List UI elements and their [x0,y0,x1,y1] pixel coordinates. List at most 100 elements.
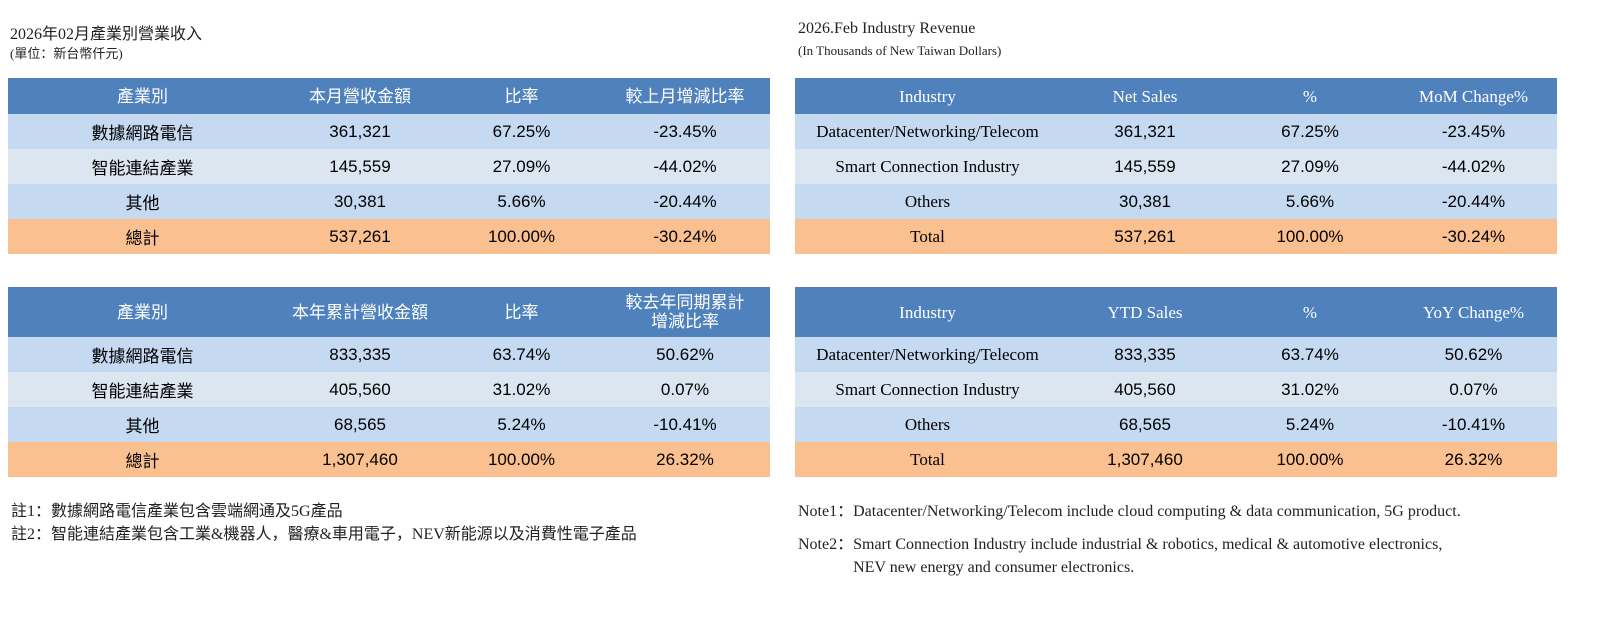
value-cell: -23.45% [600,114,770,149]
value-cell: 0.07% [600,372,770,407]
data-row: 其他 30,381 5.66% -20.44% [8,184,770,219]
note-label: Note1： [798,503,854,520]
value-cell: 100.00% [1230,442,1390,477]
note: 註1： 數據網路電信產業包含雲端網通及5G產品 [11,500,343,523]
data-row: Datacenter/Networking/Telecom 833,335 63.7… [795,337,1557,372]
value-cell: -20.44% [600,184,770,219]
value-cell: 537,261 [277,219,443,254]
data-row: 總計 537,261 100.00% -30.24% [8,219,770,254]
industry-cell: Smart Connection Industry [795,149,1060,184]
industry-cell: 總計 [8,442,277,477]
header-line: 較去年同期累計 [625,293,745,312]
note-line: Datacenter/Networking/Telecom include cl… [853,503,1461,520]
header-cell: YoY Change% [1390,287,1557,337]
industry-cell: 數據網路電信 [8,337,277,372]
value-cell: 100.00% [443,442,600,477]
header-cell: 產業別 [8,287,277,337]
note-lines: 數據網路電信產業包含雲端網通及5G產品 [51,500,343,523]
value-cell: 5.24% [443,407,600,442]
header-cell: Industry [795,78,1060,114]
data-row: Datacenter/Networking/Telecom 361,321 67.2… [795,114,1557,149]
value-cell: 833,335 [277,337,443,372]
note-line: 數據網路電信產業包含雲端網通及5G產品 [51,503,343,520]
industry-cell: Datacenter/Networking/Telecom [795,337,1060,372]
note-label: 註1： [11,503,52,520]
revenue-table: Industry YTD Sales% YoY Change% Datacenter/… [795,287,1557,477]
value-cell: 833,335 [1060,337,1230,372]
revenue-table: Industry Net Sales% MoM Change% Datacenter/… [795,78,1557,254]
value-cell: 68,565 [1060,407,1230,442]
data-row: Others 68,565 5.24% -10.41% [795,407,1557,442]
unit: (單位：新台幣仟元) [10,46,123,61]
note-label: Note2： [798,536,854,553]
industry-cell: Others [795,407,1060,442]
note: Note2： Smart Connection Industry include … [798,533,1442,579]
note-line: NEV new energy and consumer electronics. [853,559,1135,576]
value-cell: 67.25% [1230,114,1390,149]
data-row: 智能連結產業 405,560 31.02% 0.07% [8,372,770,407]
value-cell: 0.07% [1390,372,1557,407]
header-line: 增減比率 [651,312,719,331]
industry-cell: 其他 [8,407,277,442]
value-cell: 361,321 [277,114,443,149]
title: 2026年02月產業別營業收入 [10,26,203,43]
value-cell: 100.00% [443,219,600,254]
value-cell: 67.25% [443,114,600,149]
value-cell: 31.02% [1230,372,1390,407]
header-cell: % [1230,78,1390,114]
industry-cell: 其他 [8,184,277,219]
value-cell: 537,261 [1060,219,1230,254]
value-cell: 405,560 [277,372,443,407]
revenue-table: 產業別 本年累計營收金額 比率 較去年同期累計 增減比率 數據網路電信 833,335 63.… [8,287,770,477]
header-row: Industry Net Sales% MoM Change% [795,78,1557,114]
data-row: 數據網路電信 833,335 63.74% 50.62% [8,337,770,372]
note-line: 智能連結產業包含工業&機器人，醫療&車用電子，NEV新能源以及消費性電子產品 [51,526,637,543]
value-cell: 145,559 [277,149,443,184]
data-row: Total 537,261 100.00% -30.24% [795,219,1557,254]
header-cell: MoM Change% [1390,78,1557,114]
note: Note1： Datacenter/Networking/Telecom incl… [798,500,1461,523]
value-cell: 1,307,460 [1060,442,1230,477]
value-cell: 5.24% [1230,407,1390,442]
header-cell: YTD Sales [1060,287,1230,337]
value-cell: 27.09% [1230,149,1390,184]
header-cell: 產業別 [8,78,277,114]
industry-cell: Others [795,184,1060,219]
value-cell: 50.62% [600,337,770,372]
note-line: Smart Connection Industry include indust… [853,536,1443,553]
value-cell: 31.02% [443,372,600,407]
industry-cell: 智能連結產業 [8,372,277,407]
data-row: Smart Connection Industry 405,560 31.02% 0.… [795,372,1557,407]
header-cell: % [1230,287,1390,337]
value-cell: 30,381 [277,184,443,219]
note-lines: 智能連結產業包含工業&機器人，醫療&車用電子，NEV新能源以及消費性電子產品 [51,523,637,546]
value-cell: 100.00% [1230,219,1390,254]
revenue-table: 產業別 本月營收金額 比率 較上月增減比率 數據網路電信 361,321 67.25% -23… [8,78,770,254]
header-row: 產業別 本年累計營收金額 比率 較去年同期累計 增減比率 [8,287,770,337]
header-cell: 本月營收金額 [277,78,443,114]
data-row: Total 1,307,460 100.00% 26.32% [795,442,1557,477]
value-cell: 68,565 [277,407,443,442]
header-row: 產業別 本月營收金額 比率 較上月增減比率 [8,78,770,114]
value-cell: 50.62% [1390,337,1557,372]
industry-cell: 智能連結產業 [8,149,277,184]
note: 註2： 智能連結產業包含工業&機器人，醫療&車用電子，NEV新能源以及消費性電子產… [11,523,637,546]
header-cell: 較去年同期累計 增減比率 [600,287,770,337]
header-row: Industry YTD Sales% YoY Change% [795,287,1557,337]
value-cell: 30,381 [1060,184,1230,219]
value-cell: 405,560 [1060,372,1230,407]
value-cell: 5.66% [443,184,600,219]
value-cell: -44.02% [1390,149,1557,184]
industry-cell: Smart Connection Industry [795,372,1060,407]
industry-cell: Total [795,442,1060,477]
industry-cell: Datacenter/Networking/Telecom [795,114,1060,149]
value-cell: 26.32% [1390,442,1557,477]
note-lines: Datacenter/Networking/Telecom include cl… [853,500,1461,523]
value-cell: 27.09% [443,149,600,184]
data-row: 智能連結產業 145,559 27.09% -44.02% [8,149,770,184]
unit: (In Thousands of New Taiwan Dollars) [798,43,1002,58]
data-row: Others 30,381 5.66% -20.44% [795,184,1557,219]
data-row: Smart Connection Industry 145,559 27.09% -4… [795,149,1557,184]
header-cell: 本年累計營收金額 [277,287,443,337]
